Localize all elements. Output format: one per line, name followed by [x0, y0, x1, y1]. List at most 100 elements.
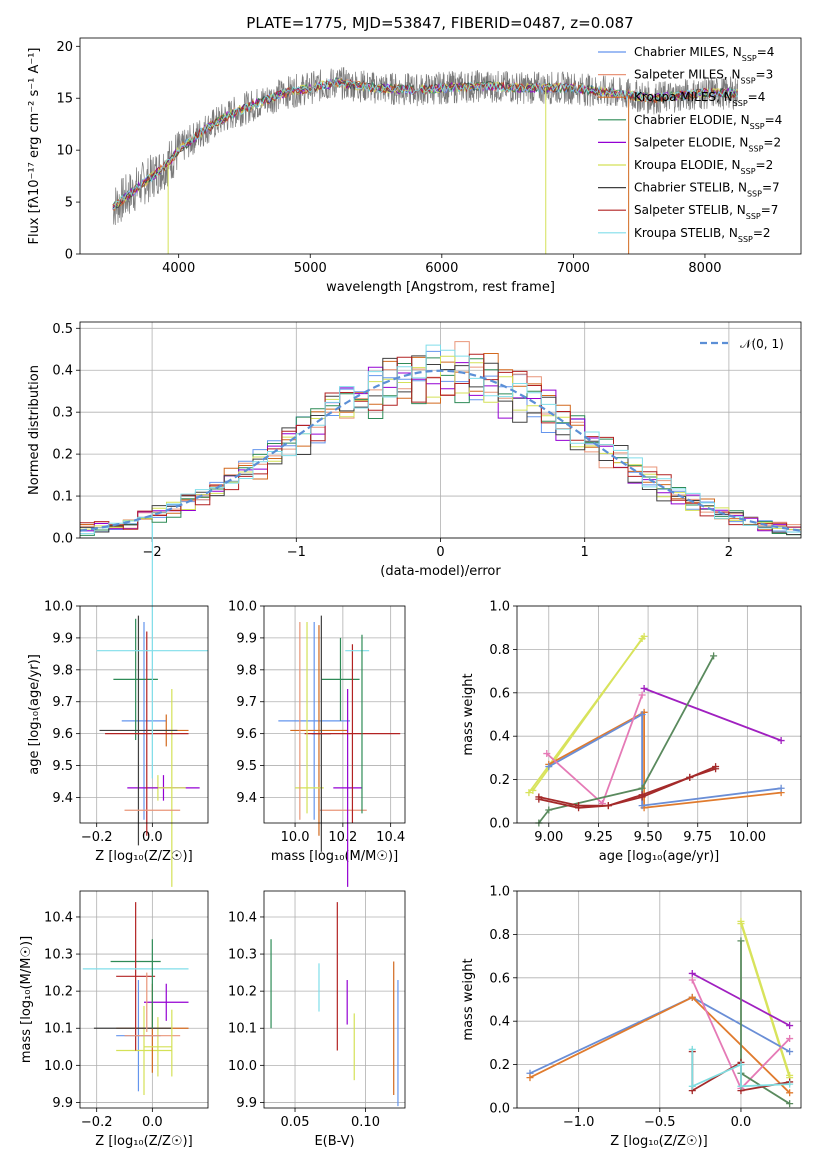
legend-label-sub: SSP	[747, 189, 762, 198]
plus-marker	[526, 1074, 534, 1082]
y-tick-label: 9.7	[236, 695, 257, 710]
legend-label-sub: SSP	[748, 144, 763, 153]
x-tick-label: 9.25	[584, 830, 613, 845]
y-tick-label: 0.8	[489, 928, 510, 943]
plus-marker	[786, 1035, 794, 1043]
axes-frame	[516, 890, 802, 1109]
y-tick-label: 10.0	[228, 600, 257, 615]
spectrum-title: PLATE=1775, MJD=53847, FIBERID=0487, z=0…	[246, 14, 633, 32]
x-tick-label: −0.5	[644, 1115, 676, 1130]
y-tick-label: 9.9	[236, 1096, 257, 1111]
x-tick-label: −1.0	[563, 1115, 595, 1130]
y-tick-label: 10.4	[44, 910, 73, 925]
plus-marker	[710, 652, 718, 660]
age-vs-metallicity-panel: −0.2 0.0 9.4 9.5 9.6 9.7 9.8 9.9 10.0 Z [log₁₀(Z/…	[27, 523, 209, 887]
legend-label: 𝒩(0, 1)	[740, 337, 784, 351]
legend-label-tail: =3	[756, 68, 774, 82]
legend-label-sub: SSP	[733, 99, 748, 108]
axes-frame	[263, 605, 406, 824]
legend-label-tail: =7	[761, 203, 779, 217]
x-axis-label: Z [log₁₀(Z/Z☉)]	[95, 1134, 192, 1149]
y-tick-label: 15	[56, 92, 73, 107]
x-tick-label: 0.05	[281, 1115, 310, 1130]
axes-frame	[79, 37, 802, 255]
legend-label-sub: SSP	[741, 76, 756, 85]
y-tick-label: 0.2	[489, 1058, 510, 1073]
residual-histogram-step	[80, 355, 801, 530]
y-tick-label: 0.0	[489, 817, 510, 832]
plus-marker	[777, 784, 785, 792]
y-tick-label: 0	[65, 248, 73, 263]
plus-marker	[638, 802, 646, 810]
y-tick-label: 10.1	[44, 1022, 73, 1037]
residuals-panel: −2 −1 0 1 20.00.10.20.30.40.5(data-model)/er…	[27, 321, 802, 579]
x-tick-label: 0	[436, 545, 444, 560]
plus-marker	[786, 1100, 794, 1108]
y-axis-label: age [log₁₀(age/yr)]	[27, 654, 42, 775]
y-tick-label: 5	[65, 196, 73, 211]
y-axis-label: Normed distribution	[27, 365, 42, 495]
x-tick-label: 0.0	[142, 1115, 163, 1130]
y-tick-label: 0.6	[489, 686, 510, 701]
plus-marker	[786, 1022, 794, 1030]
plus-marker	[737, 1082, 745, 1090]
y-tick-label: 10.0	[228, 1059, 257, 1074]
plus-marker	[737, 937, 745, 945]
plus-marker	[543, 750, 551, 758]
x-tick-label: 10.2	[328, 830, 357, 845]
y-tick-label: 9.6	[236, 727, 257, 742]
legend-label-main: Kroupa STELIB, N	[634, 226, 738, 240]
legend-label-main: Kroupa MILES, N	[634, 90, 733, 104]
legend-label-tail: =7	[762, 181, 780, 195]
legend-label: Salpeter MILES, NSSP=3	[634, 68, 773, 86]
y-tick-label: 10.3	[228, 948, 257, 963]
spectrum-panel: 4000 5000 6000 7000 8000 0 5 10 15 20 wavelength […	[27, 37, 802, 295]
y-tick-label: 10.0	[44, 1059, 73, 1074]
y-tick-label: 0.1	[52, 490, 73, 505]
x-tick-label: −0.2	[81, 1115, 113, 1130]
x-tick-label: 9.75	[683, 830, 712, 845]
legend-label: Kroupa ELODIE, NSSP=2	[634, 158, 773, 176]
weight-line	[740, 923, 791, 1078]
y-tick-label: 20	[56, 40, 73, 55]
x-tick-label: 9.00	[534, 830, 563, 845]
axes-frame	[79, 321, 802, 539]
weight-line	[548, 712, 782, 807]
plus-marker	[688, 1082, 696, 1090]
weight-line	[538, 655, 715, 824]
y-tick-label: 1.0	[489, 885, 510, 900]
y-tick-label: 10.0	[44, 600, 73, 615]
y-tick-label: 0.2	[489, 773, 510, 788]
x-axis-label: mass [log₁₀(M/M☉)]	[271, 849, 398, 864]
y-tick-label: 10.2	[228, 985, 257, 1000]
mass-vs-extinction-panel: 0.05 0.10 9.9 10.0 10.1 10.2 10.3 10.4 E(B-V)	[228, 890, 406, 1149]
legend-label-main: Salpeter MILES, N	[634, 68, 741, 82]
axes-frame	[263, 890, 406, 1109]
plus-marker	[638, 635, 646, 643]
legend-label-main: Salpeter STELIB, N	[634, 203, 746, 217]
legend-label: Salpeter ELODIE, NSSP=2	[634, 135, 781, 153]
y-tick-label: 0.0	[52, 532, 73, 547]
x-axis-label: Z [log₁₀(Z/Z☉)]	[95, 849, 192, 864]
legend-label-sub: SSP	[738, 234, 753, 243]
plus-marker	[688, 969, 696, 977]
legend-label-sub: SSP	[746, 212, 761, 221]
legend-label-tail: =4	[757, 45, 775, 59]
y-tick-label: 0.3	[52, 406, 73, 421]
plus-marker	[575, 804, 583, 812]
y-axis-label: mass weight	[461, 958, 476, 1040]
plus-marker	[638, 691, 646, 699]
x-tick-label: 8000	[688, 261, 721, 276]
x-tick-label: 10.0	[281, 830, 310, 845]
plus-marker	[638, 711, 646, 718]
plus-marker	[688, 1045, 696, 1053]
x-tick-label: 2	[725, 545, 733, 560]
plus-marker	[777, 737, 785, 745]
weight-line	[643, 687, 782, 742]
y-tick-label: 9.5	[52, 759, 73, 774]
plus-marker	[737, 1061, 745, 1069]
y-tick-label: 9.6	[52, 727, 73, 742]
y-tick-label: 9.9	[236, 631, 257, 646]
legend-label-sub: SSP	[741, 167, 756, 176]
